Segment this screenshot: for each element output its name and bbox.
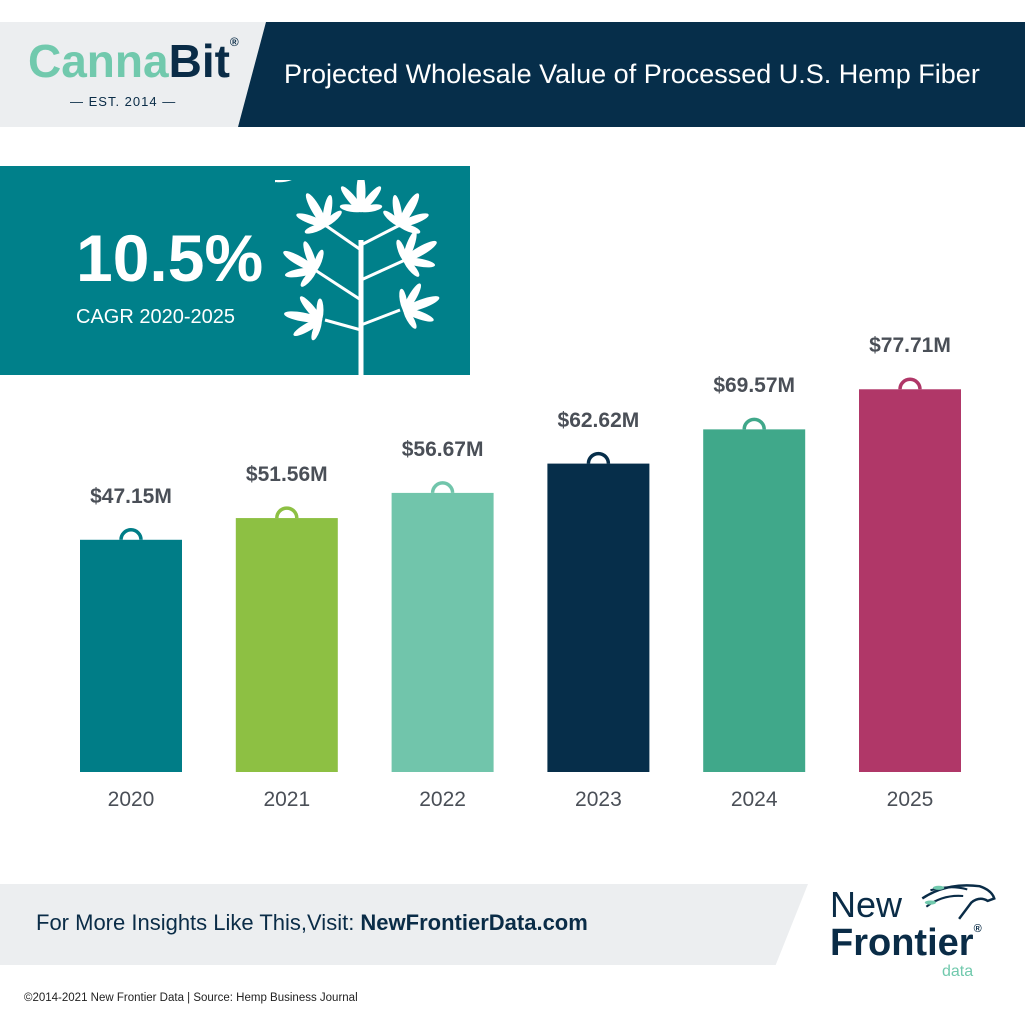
bar-handle-icon	[742, 417, 766, 430]
page-title: Projected Wholesale Value of Processed U…	[284, 59, 980, 89]
horse-icon	[921, 884, 996, 920]
bar-handle-icon	[430, 481, 455, 494]
data-label-2021: $51.56M	[245, 463, 328, 487]
bar-handle-icon	[586, 451, 611, 464]
bar-2022	[391, 492, 494, 772]
bar-2021	[235, 518, 338, 772]
x-tick-2024: 2024	[730, 788, 778, 811]
cagr-value: 10.5%	[76, 221, 264, 295]
footer-band	[0, 884, 808, 965]
cannabit-logo: CannaBit®	[28, 35, 239, 87]
cagr-box	[0, 166, 470, 375]
bar-handle-icon	[898, 377, 922, 390]
brand-reg: ®	[973, 922, 982, 935]
data-label-2022: $56.67M	[401, 437, 484, 461]
data-label-2020: $47.15M	[90, 484, 172, 508]
logo-reg: ®	[229, 35, 239, 49]
brand-line3: data	[942, 962, 974, 980]
x-tick-2020: 2020	[107, 788, 155, 811]
bar-2025	[859, 389, 961, 772]
bar-2020	[80, 539, 182, 772]
logo-part2: Bit	[168, 35, 230, 87]
copyright: ©2014-2021 New Frontier Data | Source: H…	[24, 992, 358, 1004]
bar-2023	[547, 463, 650, 772]
bar-handle-icon	[119, 528, 143, 540]
bar-handle-icon	[275, 506, 299, 519]
x-tick-2022: 2022	[419, 788, 466, 811]
footer-cta: For More Insights Like This,Visit: NewFr…	[36, 910, 588, 936]
data-label-2025: $77.71M	[869, 334, 951, 358]
bar-2024	[703, 429, 806, 772]
logo-part1: Canna	[28, 35, 169, 87]
new-frontier-logo: New Frontier® data	[830, 884, 996, 980]
x-tick-2021: 2021	[263, 788, 311, 811]
logo-band	[0, 22, 280, 127]
x-tick-2025: 2025	[886, 788, 934, 811]
cta-link[interactable]: NewFrontierData.com	[360, 910, 588, 935]
data-label-2023: $62.62M	[557, 408, 640, 432]
logo-tagline: — EST. 2014 —	[70, 94, 177, 109]
hemp-plant-icon	[275, 180, 448, 375]
title-band	[238, 22, 1025, 127]
cta-prefix: For More Insights Like This,Visit:	[36, 910, 361, 935]
data-label-2024: $69.57M	[713, 374, 796, 398]
x-tick-2023: 2023	[575, 788, 622, 811]
brand-line1: New	[830, 884, 903, 925]
brand-line2: Frontier	[830, 921, 974, 964]
cagr-label: CAGR 2020-2025	[76, 306, 235, 328]
